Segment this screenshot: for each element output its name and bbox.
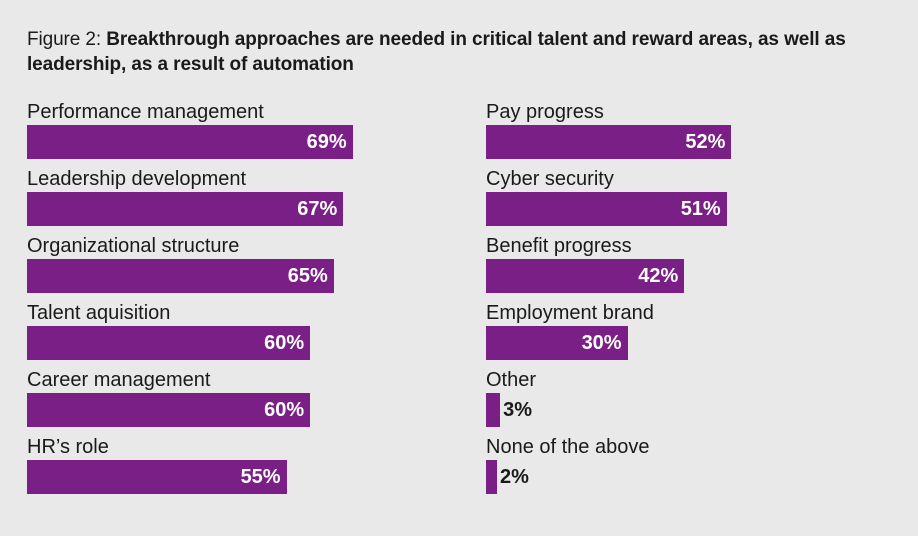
bar [27,125,353,159]
value-label: 3% [503,399,533,421]
category-label: Other [486,369,537,391]
value-label: 55% [240,466,281,488]
value-label: 51% [680,198,721,220]
value-label: 60% [264,332,305,354]
bar-row: Cyber security 51% [486,167,906,233]
chart-title: Figure 2: Breakthrough approaches are ne… [27,27,897,77]
bar-row: Pay progress 52% [486,100,906,166]
bar [486,192,727,226]
value-label: 60% [264,399,305,421]
bar [27,393,311,427]
value-label: 30% [581,332,622,354]
category-label: Leadership development [27,168,247,190]
value-label: 69% [306,131,347,153]
bar-row: Career management 60% [27,368,447,434]
category-label: Career management [27,369,211,391]
bar [27,259,334,293]
category-label: HR’s role [27,436,109,458]
bar-row: Benefit progress 42% [486,234,906,300]
value-label: 52% [685,131,726,153]
category-label: None of the above [486,436,650,458]
bar-row: Employment brand 30% [486,301,906,367]
category-label: Employment brand [486,302,654,324]
value-label: 65% [287,265,328,287]
category-label: Cyber security [486,168,614,190]
category-label: Talent aquisition [27,302,171,324]
bar [486,125,732,159]
value-label: 67% [297,198,338,220]
figure-number: Figure 2: [27,29,107,50]
bar [486,326,628,360]
bar-row: Organizational structure 65% [27,234,447,300]
value-label: 42% [638,265,679,287]
value-label: 2% [500,466,529,488]
category-label: Pay progress [486,101,604,123]
bar-row: Performance management 69% [27,100,447,166]
bar-row: HR’s role 55% [27,435,447,501]
bar-row: Other 3% [486,368,906,434]
bar [486,259,685,293]
category-label: Benefit progress [486,235,632,257]
bar-row: None of the above 2% [486,435,906,501]
category-label: Organizational structure [27,235,240,257]
bar [27,192,344,226]
bar-row: Leadership development 67% [27,167,447,233]
bar-row: Talent aquisition 60% [27,301,447,367]
category-label: Performance management [27,101,264,123]
bar [27,326,311,360]
bar [486,460,497,494]
figure-title: Breakthrough approaches are needed in cr… [27,29,846,75]
bar [27,460,287,494]
bar [486,393,501,427]
